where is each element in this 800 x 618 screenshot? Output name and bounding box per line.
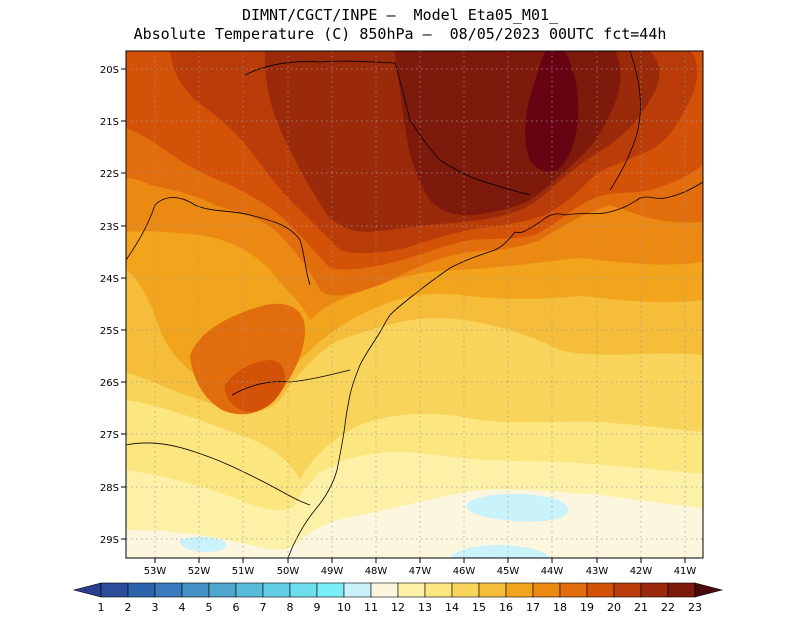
colorbar-label: 3 (152, 601, 159, 614)
lat-label: 20S (100, 65, 119, 76)
lon-label: 51W (232, 566, 255, 577)
lon-label: 53W (144, 566, 167, 577)
plot-frame (125, 50, 704, 559)
lat-label: 29S (100, 535, 119, 546)
border-mg-es (609, 51, 641, 191)
colorbar-swatch (478, 582, 507, 598)
colorbar-label: 8 (287, 601, 294, 614)
lon-label: 41W (674, 566, 697, 577)
lon-label: 46W (453, 566, 476, 577)
colorbar-label: 14 (445, 601, 459, 614)
colorbar-swatch (613, 582, 642, 598)
colorbar-swatch (451, 582, 480, 598)
colorbar-swatch (289, 582, 318, 598)
colorbar-label: 15 (472, 601, 486, 614)
colorbar-swatch (127, 582, 156, 598)
colorbar-label: 18 (553, 601, 567, 614)
lon-label: 43W (586, 566, 609, 577)
lon-label: 48W (365, 566, 388, 577)
lon-label: 52W (188, 566, 211, 577)
lon-label: 42W (630, 566, 653, 577)
colorbar-label: 22 (661, 601, 675, 614)
border-sc-rs (126, 442, 311, 506)
colorbar-label: 11 (364, 601, 378, 614)
lat-label: 27S (100, 430, 119, 441)
coastline-and-borders (126, 51, 703, 558)
lon-label: 50W (277, 566, 300, 577)
lon-label: 45W (497, 566, 520, 577)
lon-label: 47W (409, 566, 432, 577)
warm-core-parana-19 (224, 360, 285, 412)
colorbar-swatch (424, 582, 453, 598)
band-10-patch-south (450, 545, 550, 558)
colorbar-swatch (316, 582, 345, 598)
colorbar-label: 2 (125, 601, 132, 614)
colorbar-label: 13 (418, 601, 432, 614)
colorbar-label: 17 (526, 601, 540, 614)
temperature-field (126, 51, 703, 558)
colorbar-swatch (235, 582, 264, 598)
lon-label: 49W (321, 566, 344, 577)
colorbar-swatch (505, 582, 534, 598)
colorbar-label: 10 (337, 601, 351, 614)
colorbar: 1 2 3 4 5 6 7 8 9 10 11 12 13 14 15 16 17 18 19 20 21 22 23 (72, 582, 724, 614)
lat-label: 23S (100, 222, 119, 233)
colorbar-swatch (181, 582, 210, 598)
colorbar-swatch (154, 582, 183, 598)
lat-label: 22S (100, 169, 119, 180)
colorbar-swatch (586, 582, 615, 598)
lon-label: 44W (541, 566, 564, 577)
colorbar-swatch (532, 582, 561, 598)
colorbar-label: 21 (634, 601, 648, 614)
colorbar-label: 19 (580, 601, 594, 614)
colorbar-label: 5 (206, 601, 213, 614)
colorbar-label: 4 (179, 601, 186, 614)
colorbar-swatch (559, 582, 588, 598)
colorbar-label: 20 (607, 601, 621, 614)
colorbar-label: 9 (314, 601, 321, 614)
colorbar-label: 7 (260, 601, 267, 614)
colorbar-swatch (100, 582, 129, 598)
colorbar-label: 16 (499, 601, 513, 614)
colorbar-swatch (262, 582, 291, 598)
colorbar-label: 6 (233, 601, 240, 614)
colorbar-label: 1 (98, 601, 105, 614)
map-title-line-2: Absolute Temperature (C) 850hPa — 08/05/… (133, 25, 667, 43)
colorbar-swatch (397, 582, 426, 598)
map-title-line-1: DIMNT/CGCT/INPE — Model Eta05_M01_ (241, 6, 559, 24)
coastal-cool-tongue (300, 470, 323, 516)
latitude-labels: 20S 21S 22S 23S 24S 25S 26S 27S 28S 29S (100, 65, 126, 546)
colorbar-swatch (640, 582, 669, 598)
colorbar-label: 12 (391, 601, 405, 614)
border-ms-pr (126, 197, 311, 286)
colorbar-over-arrow (694, 582, 724, 598)
lat-label: 24S (100, 274, 119, 285)
colorbar-label: 23 (688, 601, 702, 614)
lat-label: 25S (100, 326, 119, 337)
longitude-labels: 53W 52W 51W 50W 49W 48W 47W 46W 45W 44W 43W 42W 41W (144, 558, 697, 577)
gridlines (126, 51, 703, 558)
lat-label: 21S (100, 117, 119, 128)
colorbar-swatch (343, 582, 372, 598)
lat-label: 26S (100, 378, 119, 389)
colorbar-swatch (370, 582, 399, 598)
colorbar-swatch (208, 582, 237, 598)
colorbar-swatch (667, 582, 696, 598)
band-10-patch-north (466, 493, 569, 522)
colorbar-under-arrow (72, 582, 102, 598)
border-pr-sc (231, 369, 351, 396)
coastline (287, 181, 703, 558)
border-mg-sp (244, 60, 531, 196)
lat-label: 28S (100, 483, 119, 494)
band-10-patch-west (179, 536, 227, 552)
